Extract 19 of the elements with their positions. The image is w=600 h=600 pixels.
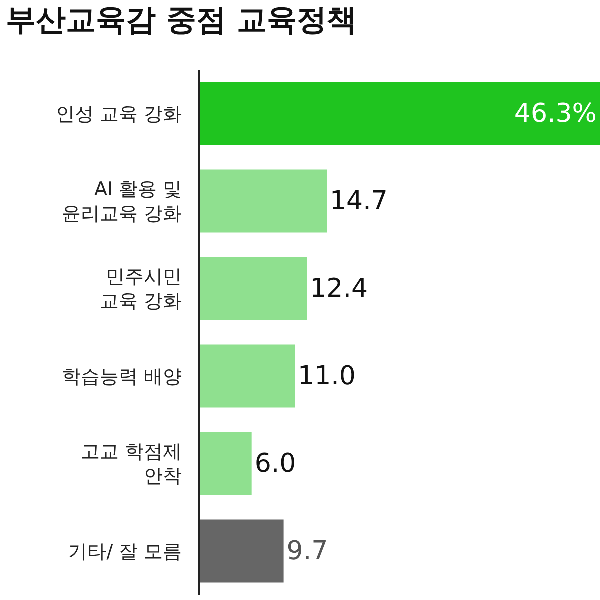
y-tick-label: 학습능력 배양 bbox=[62, 366, 182, 388]
data-label: 46.3% bbox=[514, 98, 597, 129]
y-tick-label: 기타/ 잘 모름 bbox=[68, 540, 182, 563]
data-label: 11.0 bbox=[298, 361, 356, 392]
data-label: 6.0 bbox=[254, 448, 296, 479]
y-tick-label: 민주시민 교육 강화 bbox=[100, 266, 182, 313]
y-tick-label: AI 활용 및 윤리교육 강화 bbox=[62, 178, 182, 226]
data-label: 14.7 bbox=[330, 186, 388, 216]
bar bbox=[200, 344, 296, 408]
data-label: 9.7 bbox=[286, 536, 328, 566]
bar bbox=[200, 432, 252, 496]
y-tick-label: 고교 학점제 안착 bbox=[81, 441, 182, 488]
bar bbox=[200, 520, 284, 583]
bar bbox=[200, 170, 327, 233]
bar bbox=[200, 82, 600, 146]
y-tick-label: 인성 교육 강화 bbox=[56, 103, 182, 126]
chart-title: 부산교육감 중점 교육정책 bbox=[6, 3, 357, 38]
data-label: 12.4 bbox=[310, 274, 368, 304]
bar bbox=[200, 257, 308, 320]
